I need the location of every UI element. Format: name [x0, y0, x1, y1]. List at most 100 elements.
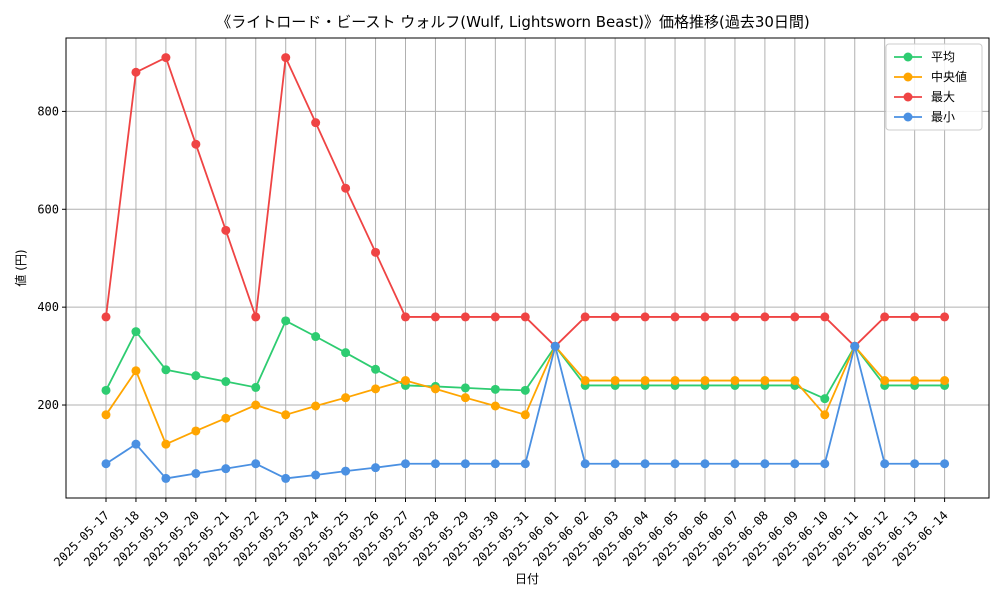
data-point	[161, 473, 171, 483]
data-point	[520, 410, 530, 420]
data-point	[101, 385, 111, 395]
data-point	[460, 312, 470, 322]
data-point	[191, 371, 201, 381]
data-point	[221, 225, 231, 235]
data-point	[281, 410, 291, 420]
data-point	[790, 312, 800, 322]
y-tick-label: 800	[37, 104, 59, 118]
data-point	[101, 459, 111, 469]
data-point	[790, 459, 800, 469]
data-point	[430, 459, 440, 469]
legend-entry: 最大	[894, 90, 955, 104]
data-point	[161, 439, 171, 449]
data-point	[610, 312, 620, 322]
data-point	[341, 393, 351, 403]
y-axis: 200 400 600 800	[37, 104, 66, 412]
data-point	[221, 464, 231, 474]
legend-entry: 平均	[894, 50, 955, 64]
data-point	[940, 312, 950, 322]
data-point	[341, 183, 351, 193]
legend-marker	[903, 72, 913, 82]
data-point	[371, 384, 381, 394]
data-point	[640, 376, 650, 386]
y-tick-label: 400	[37, 300, 59, 314]
data-point	[880, 459, 890, 469]
legend-entry: 最小	[894, 110, 955, 124]
data-point	[760, 376, 770, 386]
data-point	[131, 327, 141, 337]
data-point	[430, 312, 440, 322]
data-point	[820, 312, 830, 322]
data-point	[131, 439, 141, 449]
data-point	[760, 312, 770, 322]
data-point	[490, 312, 500, 322]
legend-label: 最大	[931, 90, 955, 104]
legend-marker	[903, 112, 913, 122]
data-point	[401, 459, 410, 469]
data-point	[850, 341, 860, 351]
data-point	[341, 348, 351, 358]
data-point	[281, 53, 291, 63]
series-最大	[101, 53, 950, 351]
legend-label: 最小	[931, 110, 955, 124]
data-point	[730, 376, 740, 386]
data-point	[221, 377, 231, 387]
data-point	[730, 312, 740, 322]
data-point	[640, 459, 650, 469]
data-point	[610, 459, 620, 469]
data-point	[640, 312, 650, 322]
data-point	[910, 376, 920, 386]
chart-title: 《ライトロード・ビースト ウォルフ(Wulf, Lightsworn Beast…	[216, 13, 810, 31]
data-point	[191, 139, 201, 149]
data-point	[730, 459, 740, 469]
data-point	[131, 366, 141, 376]
data-point	[580, 312, 590, 322]
data-point	[910, 459, 920, 469]
data-point	[550, 341, 560, 351]
y-axis-label: 値 (円)	[13, 249, 28, 286]
data-point	[401, 376, 410, 386]
data-point	[251, 400, 261, 410]
data-point	[311, 332, 321, 342]
data-point	[281, 473, 291, 483]
data-point	[101, 312, 111, 322]
data-point	[580, 459, 590, 469]
data-point	[341, 466, 351, 476]
data-point	[161, 53, 171, 63]
data-point	[490, 384, 500, 394]
data-point	[490, 401, 500, 411]
data-point	[161, 365, 171, 375]
data-point	[910, 312, 920, 322]
data-point	[880, 312, 890, 322]
legend-marker	[903, 52, 913, 62]
data-point	[940, 459, 950, 469]
data-point	[101, 410, 111, 420]
data-point	[191, 426, 201, 436]
data-point	[490, 459, 500, 469]
data-point	[520, 312, 530, 322]
legend-box	[885, 43, 983, 131]
data-point	[371, 463, 381, 473]
data-point	[221, 413, 231, 423]
data-point	[460, 459, 470, 469]
data-point	[281, 316, 291, 326]
data-point	[251, 382, 261, 392]
plot-frame	[65, 37, 990, 499]
y-tick-label: 600	[37, 202, 59, 216]
legend-marker	[903, 92, 913, 102]
data-point	[251, 459, 261, 469]
data-point	[371, 247, 381, 257]
data-point	[670, 376, 680, 386]
data-point	[311, 118, 321, 128]
data-point	[790, 376, 800, 386]
data-point	[670, 459, 680, 469]
data-point	[430, 384, 440, 394]
series-layer	[101, 53, 950, 483]
legend-label: 中央値	[931, 69, 967, 84]
x-axis-label: 日付	[515, 572, 539, 586]
data-point	[520, 459, 530, 469]
legend-entry: 中央値	[894, 69, 967, 84]
x-axis: 2025-05-172025-05-182025-05-192025-05-20…	[51, 498, 951, 569]
